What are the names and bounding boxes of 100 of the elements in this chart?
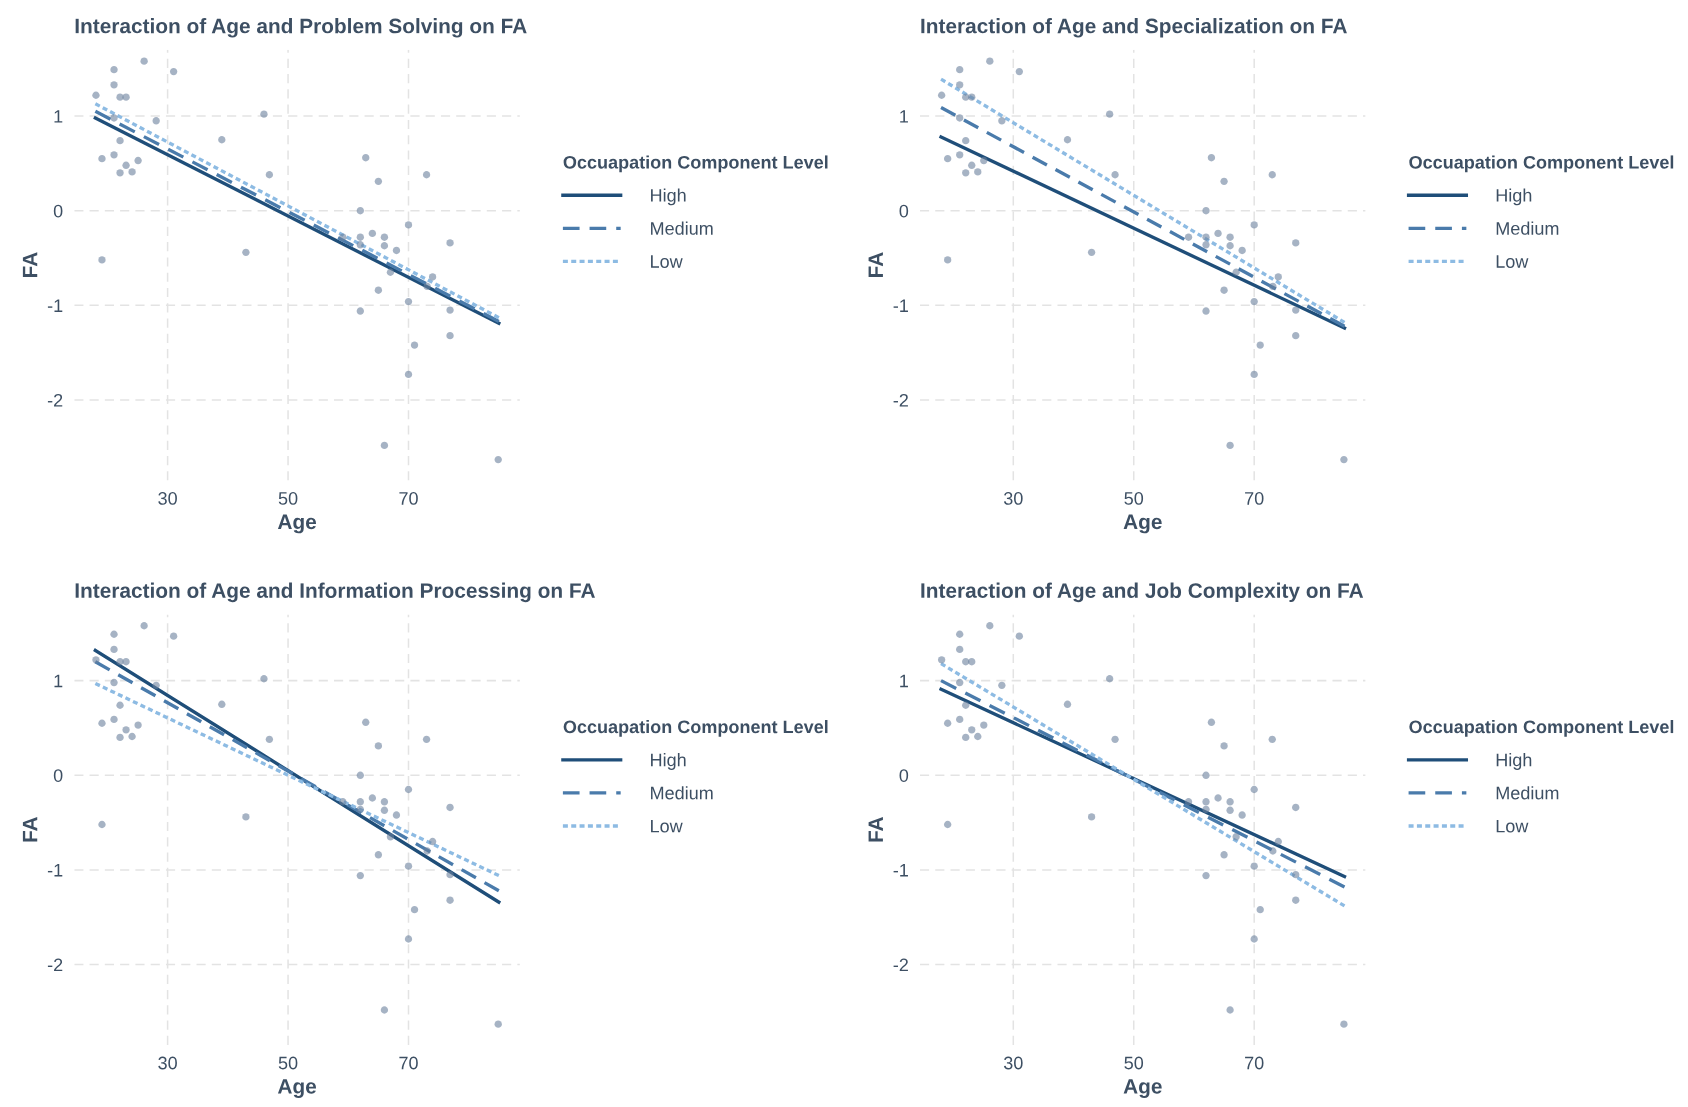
- point: [392, 811, 401, 819]
- x-axis-title: Age: [277, 1079, 317, 1098]
- point: [380, 441, 389, 450]
- point: [128, 168, 136, 176]
- point: [260, 675, 268, 683]
- point: [968, 658, 976, 666]
- point: [362, 154, 370, 162]
- y-axis-title: FA: [22, 252, 38, 278]
- point: [392, 246, 401, 255]
- point: [1256, 905, 1264, 914]
- point: [446, 331, 454, 340]
- x-tick-label: 70: [1245, 492, 1264, 505]
- point: [260, 110, 268, 118]
- point: [122, 161, 130, 169]
- point: [428, 273, 437, 281]
- point: [937, 91, 946, 99]
- point: [956, 715, 964, 724]
- point: [1184, 798, 1193, 806]
- point: [1292, 803, 1300, 812]
- point: [92, 656, 100, 664]
- x-axis-title: Age: [1123, 514, 1162, 534]
- point: [116, 701, 124, 709]
- point: [1202, 871, 1210, 880]
- point: [92, 91, 100, 99]
- point: [110, 114, 118, 122]
- point: [1105, 110, 1114, 118]
- point: [140, 622, 148, 630]
- point: [98, 256, 106, 264]
- y-tick-label: 1: [900, 674, 908, 688]
- point: [1250, 221, 1258, 229]
- legend-label: Medium: [1496, 786, 1559, 800]
- y-tick-label: 0: [53, 204, 63, 218]
- legend-title: Occuapation Component Level: [1409, 719, 1674, 737]
- y-tick-label: -2: [893, 958, 908, 972]
- point: [1063, 136, 1072, 144]
- point: [1269, 847, 1277, 855]
- point: [446, 896, 454, 904]
- y-tick-label: -1: [893, 864, 908, 877]
- point: [956, 678, 964, 687]
- point: [362, 718, 370, 726]
- point: [404, 935, 413, 943]
- point: [1292, 870, 1300, 879]
- point: [1105, 675, 1114, 683]
- point: [339, 233, 347, 241]
- y-tick-label: -1: [893, 299, 908, 312]
- legend-label: High: [1496, 188, 1532, 206]
- point: [110, 81, 118, 89]
- point: [98, 820, 106, 829]
- point: [110, 630, 118, 638]
- point: [1292, 896, 1300, 904]
- point: [218, 700, 226, 708]
- chart-title: Interaction of Age and Job Complexity on FA: [921, 582, 1364, 603]
- point: [404, 370, 413, 379]
- point: [1274, 837, 1282, 846]
- legend-label: Medium: [651, 786, 713, 800]
- point: [134, 156, 142, 165]
- point: [1268, 735, 1276, 743]
- legend-label: Medium: [1496, 221, 1559, 235]
- point: [1250, 862, 1258, 870]
- point: [380, 798, 389, 806]
- point: [1015, 632, 1023, 640]
- point: [1087, 248, 1096, 257]
- y-tick-label: -1: [47, 864, 63, 877]
- point: [1184, 233, 1193, 241]
- x-tick-label: 30: [1003, 1056, 1023, 1070]
- y-axis-title: FA: [868, 816, 883, 842]
- point: [1015, 67, 1023, 76]
- point: [943, 719, 952, 727]
- point: [1250, 935, 1258, 943]
- y-tick-label: 1: [54, 110, 63, 123]
- point: [422, 735, 431, 743]
- point: [980, 721, 988, 729]
- point: [410, 341, 419, 349]
- point: [169, 632, 178, 640]
- x-tick-label: 70: [1245, 1056, 1264, 1070]
- point: [962, 733, 970, 742]
- point: [116, 169, 124, 177]
- point: [380, 233, 389, 241]
- point: [1202, 233, 1210, 241]
- point: [494, 1020, 502, 1028]
- point: [962, 658, 970, 666]
- point: [1226, 441, 1234, 450]
- point: [446, 803, 454, 812]
- point: [1063, 700, 1072, 708]
- point: [404, 785, 413, 794]
- point: [1214, 229, 1222, 238]
- point: [368, 794, 377, 802]
- point: [1202, 307, 1210, 315]
- point: [1226, 233, 1234, 241]
- y-tick-label: 0: [899, 204, 909, 218]
- point: [1214, 794, 1222, 802]
- point: [956, 66, 964, 74]
- y-tick-label: 1: [900, 110, 908, 123]
- chart-title: Interaction of Age and Specialization on FA: [921, 18, 1347, 38]
- y-tick-label: 0: [53, 769, 63, 782]
- y-axis-title: FA: [22, 816, 38, 842]
- point: [968, 726, 976, 734]
- point: [386, 833, 395, 841]
- point: [368, 229, 377, 238]
- point: [374, 177, 383, 186]
